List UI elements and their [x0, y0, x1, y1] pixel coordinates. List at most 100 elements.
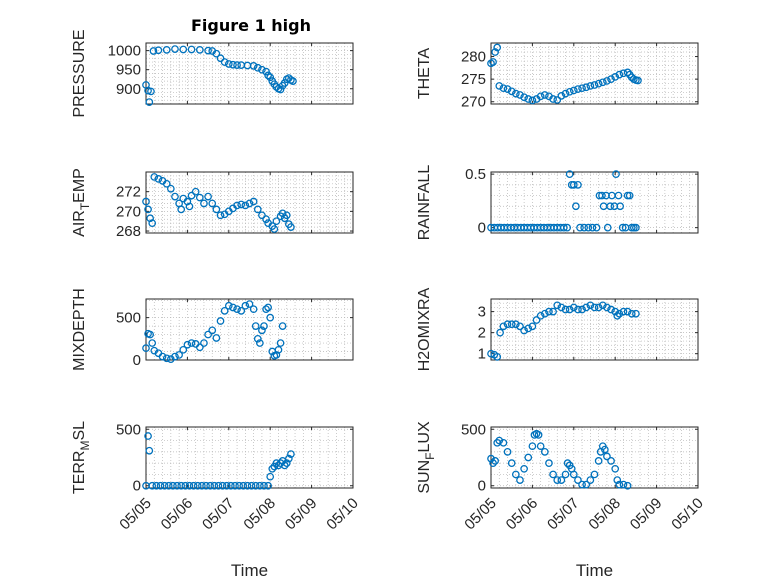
data-point: [590, 303, 599, 312]
data-point: [251, 322, 260, 330]
data-point: [565, 170, 574, 178]
data-point: [524, 95, 533, 103]
data-point: [171, 352, 179, 361]
data-point: [603, 77, 611, 85]
y-axis-label: RAINFALL: [416, 165, 433, 241]
data-point: [553, 301, 562, 310]
data-point: [272, 217, 281, 226]
data-points: [487, 429, 632, 490]
data-point: [618, 223, 627, 232]
data-point: [249, 197, 258, 206]
data-point: [249, 305, 258, 314]
data-point: [166, 184, 175, 193]
data-point: [528, 96, 537, 105]
data-point: [561, 89, 570, 98]
data-point: [144, 205, 152, 214]
plot-area: [146, 427, 353, 488]
data-point: [611, 73, 620, 81]
data-point: [574, 180, 582, 189]
y-axis-label: H2OMIXRA: [416, 287, 433, 371]
y-tick-label: 0: [478, 478, 486, 495]
y-tick-label: 280: [461, 49, 486, 66]
data-point: [545, 307, 553, 316]
data-point: [613, 311, 622, 320]
plot-area: [146, 43, 353, 104]
data-point: [586, 301, 595, 310]
data-point: [255, 481, 264, 490]
data-points: [142, 173, 295, 233]
data-point: [499, 438, 508, 447]
data-point: [193, 481, 202, 490]
data-point: [563, 223, 572, 232]
x-axis-label: Time: [576, 561, 613, 580]
data-point: [187, 45, 196, 54]
data-points: [487, 43, 642, 105]
data-points: [142, 432, 295, 490]
data-point: [536, 92, 545, 101]
data-point: [572, 202, 580, 211]
data-point: [229, 60, 237, 69]
data-point: [491, 457, 499, 465]
data-point: [607, 457, 615, 465]
y-tick-label: 0: [133, 478, 141, 495]
data-point: [534, 431, 543, 439]
data-point: [549, 95, 557, 103]
y-axis-label: TERRMSL: [71, 421, 92, 494]
data-point: [214, 481, 223, 490]
data-point: [216, 211, 225, 220]
data-point: [582, 83, 591, 92]
y-axis-label: AIRTEMP: [71, 168, 92, 237]
data-point: [516, 322, 524, 331]
data-point: [150, 173, 159, 181]
data-point: [615, 309, 624, 318]
data-point: [260, 322, 268, 330]
data-point: [245, 300, 254, 308]
data-point: [578, 84, 586, 93]
data-point: [189, 481, 198, 490]
y-tick-label: 275: [461, 71, 486, 88]
data-point: [262, 215, 270, 224]
data-points: [487, 301, 640, 361]
x-axis-label: Time: [231, 561, 268, 580]
data-point: [241, 201, 250, 210]
y-axis-label: MIXDEPTH: [71, 288, 88, 371]
data-point: [516, 91, 524, 99]
data-point: [224, 301, 233, 310]
y-tick-label: 3: [478, 304, 486, 321]
x-tick-label: 05/07: [199, 495, 238, 534]
x-tick-label: 05/09: [282, 495, 321, 534]
data-point: [507, 320, 516, 329]
data-point: [266, 73, 275, 82]
data-point: [545, 459, 553, 467]
data-point: [262, 67, 270, 76]
data-point: [258, 211, 266, 220]
data-point: [245, 199, 254, 208]
data-point: [588, 223, 597, 232]
data-point: [536, 442, 545, 451]
y-tick-label: 900: [116, 81, 141, 98]
data-point: [632, 309, 640, 318]
data-point: [145, 446, 154, 455]
data-point: [258, 326, 266, 335]
data-point: [563, 459, 572, 467]
data-point: [615, 70, 624, 79]
data-point: [607, 75, 615, 83]
data-point: [198, 481, 206, 490]
subplot-1: 900 950 1000 PRESSURE: [71, 29, 354, 118]
data-point: [171, 45, 179, 53]
x-tick-label: 05/06: [158, 495, 197, 534]
axes-box: [145, 171, 354, 234]
data-point: [489, 58, 497, 66]
data-point: [580, 223, 589, 232]
data-point: [540, 309, 549, 318]
data-point: [603, 223, 612, 232]
data-point: [266, 472, 275, 481]
data-point: [169, 481, 177, 490]
data-point: [611, 464, 620, 473]
y-tick-label: 270: [116, 203, 141, 220]
data-point: [487, 349, 495, 358]
data-point: [520, 326, 528, 335]
data-point: [162, 46, 171, 54]
data-point: [565, 87, 574, 96]
